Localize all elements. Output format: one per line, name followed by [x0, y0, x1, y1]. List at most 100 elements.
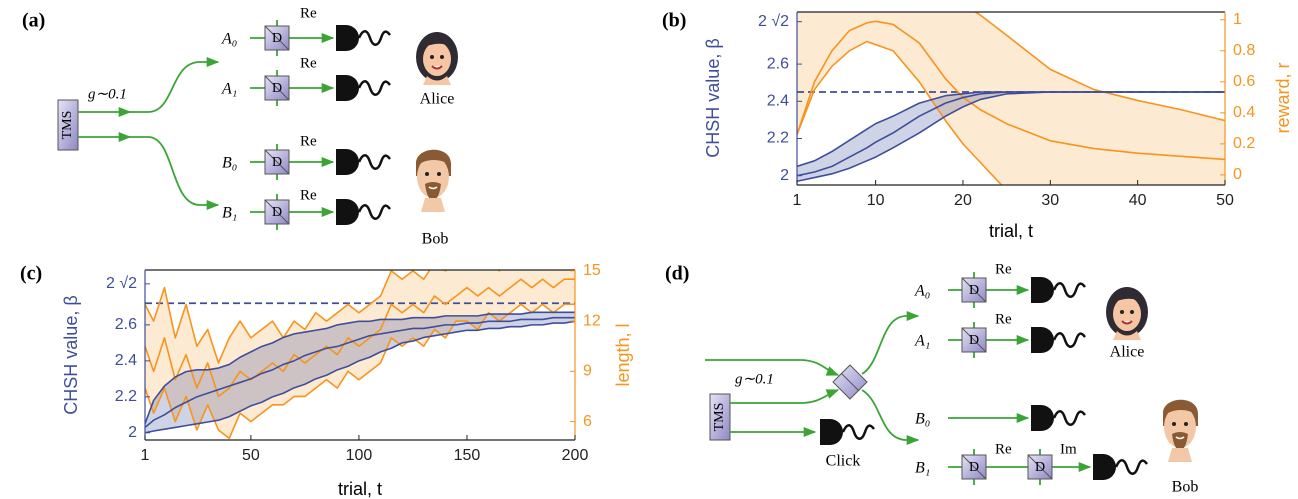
- band-edge: [145, 320, 575, 434]
- y-tick-label: 2: [128, 424, 137, 441]
- y-axis-label: CHSH value, β: [61, 295, 81, 414]
- displacement-label: D: [272, 205, 282, 220]
- y-tick-label: 2 √2: [106, 275, 137, 292]
- bob-avatar: [415, 148, 452, 213]
- y-tick-label: 2.6: [115, 316, 137, 333]
- y-tick-label: 2.6: [767, 55, 789, 72]
- quadrature-label: Re: [995, 261, 1012, 277]
- plot-area: [145, 270, 575, 440]
- mode-label: A₁: [914, 333, 930, 350]
- mode-label: A₀: [914, 283, 930, 300]
- y2-tick-label: 0.8: [1233, 42, 1255, 59]
- displacement-label: D: [272, 155, 282, 170]
- mode-row: D Re B₁: [222, 187, 392, 231]
- mode-label: A₀: [221, 31, 237, 48]
- y2-tick-label: 0: [1233, 166, 1242, 183]
- x-tick-label: 100: [346, 447, 373, 464]
- y-tick-label: 2.4: [767, 93, 789, 110]
- displacement-label: D: [1035, 460, 1045, 475]
- x-axis-label: trial, t: [989, 221, 1033, 241]
- party-label: Bob: [422, 231, 449, 248]
- x-tick-label: 50: [1216, 192, 1234, 209]
- x-tick-label: 40: [1129, 192, 1147, 209]
- x-tick-label: 200: [562, 447, 589, 464]
- alice-avatar: [1105, 286, 1149, 341]
- quadrature-label: Re: [995, 441, 1012, 457]
- gain-label: g∼0.1: [735, 371, 774, 387]
- plot-area: [797, 12, 1225, 185]
- y2-tick-label: 12: [583, 312, 601, 329]
- y2-axis-label: length, l: [613, 323, 633, 386]
- x-tick-label: 1: [141, 447, 150, 464]
- band-edge: [797, 40, 1003, 185]
- beam: [78, 56, 220, 113]
- y-tick-label: 2.4: [115, 352, 137, 369]
- y-tick-label: 2.2: [767, 130, 789, 147]
- quadrature-label: Re: [300, 187, 317, 203]
- x-tick-label: 1: [793, 192, 802, 209]
- x-tick-label: 20: [954, 192, 972, 209]
- beam-splitter: [840, 372, 860, 392]
- beam: [861, 310, 920, 375]
- source-box: [709, 393, 731, 441]
- source-label: TMS: [60, 111, 75, 140]
- party-label: Alice: [420, 91, 455, 108]
- y-tick-label: 2.2: [115, 388, 137, 405]
- y-tick-label: 2 √2: [758, 13, 789, 30]
- x-tick-label: 10: [867, 192, 885, 209]
- mode-label: B₀: [222, 155, 237, 172]
- x-axis-label: trial, t: [338, 479, 382, 499]
- detector: [1029, 403, 1087, 433]
- detector: [818, 417, 876, 447]
- band-edge: [145, 311, 575, 425]
- mode-row: D Re B₀: [222, 133, 392, 181]
- beam: [730, 389, 840, 404]
- y2-tick-label: 0.6: [1233, 73, 1255, 90]
- source-box: [57, 99, 79, 151]
- y2-tick-label: 6: [583, 413, 592, 430]
- detector: [1029, 275, 1087, 305]
- panel-label: (a): [22, 10, 45, 32]
- quadrature-label: Re: [300, 133, 317, 149]
- beam: [78, 136, 220, 211]
- band: [145, 270, 575, 439]
- displacement-label: D: [969, 460, 979, 475]
- detector: [334, 197, 392, 227]
- band: [797, 12, 1225, 185]
- chart: 1 10 20 30 40 50 2 2.2 2.4 2.6 2 √2 0 0.2 0.4 0.6 0.8 1 (…: [662, 10, 1293, 241]
- gain-label: g∼0.1: [88, 86, 127, 102]
- quadrature-label: Re: [300, 55, 317, 71]
- panel-label: (d): [665, 263, 689, 285]
- source-label: TMS: [712, 403, 727, 432]
- beam: [705, 359, 840, 376]
- band: [145, 312, 575, 433]
- displacement-label: D: [272, 31, 282, 46]
- band-edge: [145, 270, 501, 364]
- displacement-label: D: [272, 81, 282, 96]
- mean-line: [145, 278, 575, 398]
- detector: [334, 23, 392, 53]
- x-tick-label: 150: [454, 447, 481, 464]
- y2-tick-label: 0.4: [1233, 104, 1255, 121]
- mode-label: A₁: [221, 81, 237, 98]
- mean-line: [145, 316, 575, 429]
- y-tick-label: 2: [780, 167, 789, 184]
- quadrature-label: Re: [300, 5, 317, 21]
- y2-tick-label: 0.2: [1233, 135, 1255, 152]
- band-edge: [973, 12, 1225, 122]
- y2-tick-label: 15: [583, 262, 601, 279]
- mode-row: D Re A₀: [221, 5, 392, 57]
- panel-d: (d) TMS g∼0.1 Click D Re A₀ D Re A₁ B₀ D…: [665, 261, 1199, 496]
- detector: [334, 147, 392, 177]
- detector: [334, 73, 392, 103]
- panel-label: (b): [662, 10, 686, 32]
- y2-tick-label: 1: [1233, 11, 1242, 28]
- mode-row: D Re A₁: [221, 55, 392, 107]
- mean-line: [797, 91, 1225, 177]
- y2-tick-label: 9: [583, 363, 592, 380]
- mean-line: [797, 20, 1225, 161]
- y-axis-label: CHSH value, β: [703, 38, 723, 157]
- detector: [1029, 325, 1087, 355]
